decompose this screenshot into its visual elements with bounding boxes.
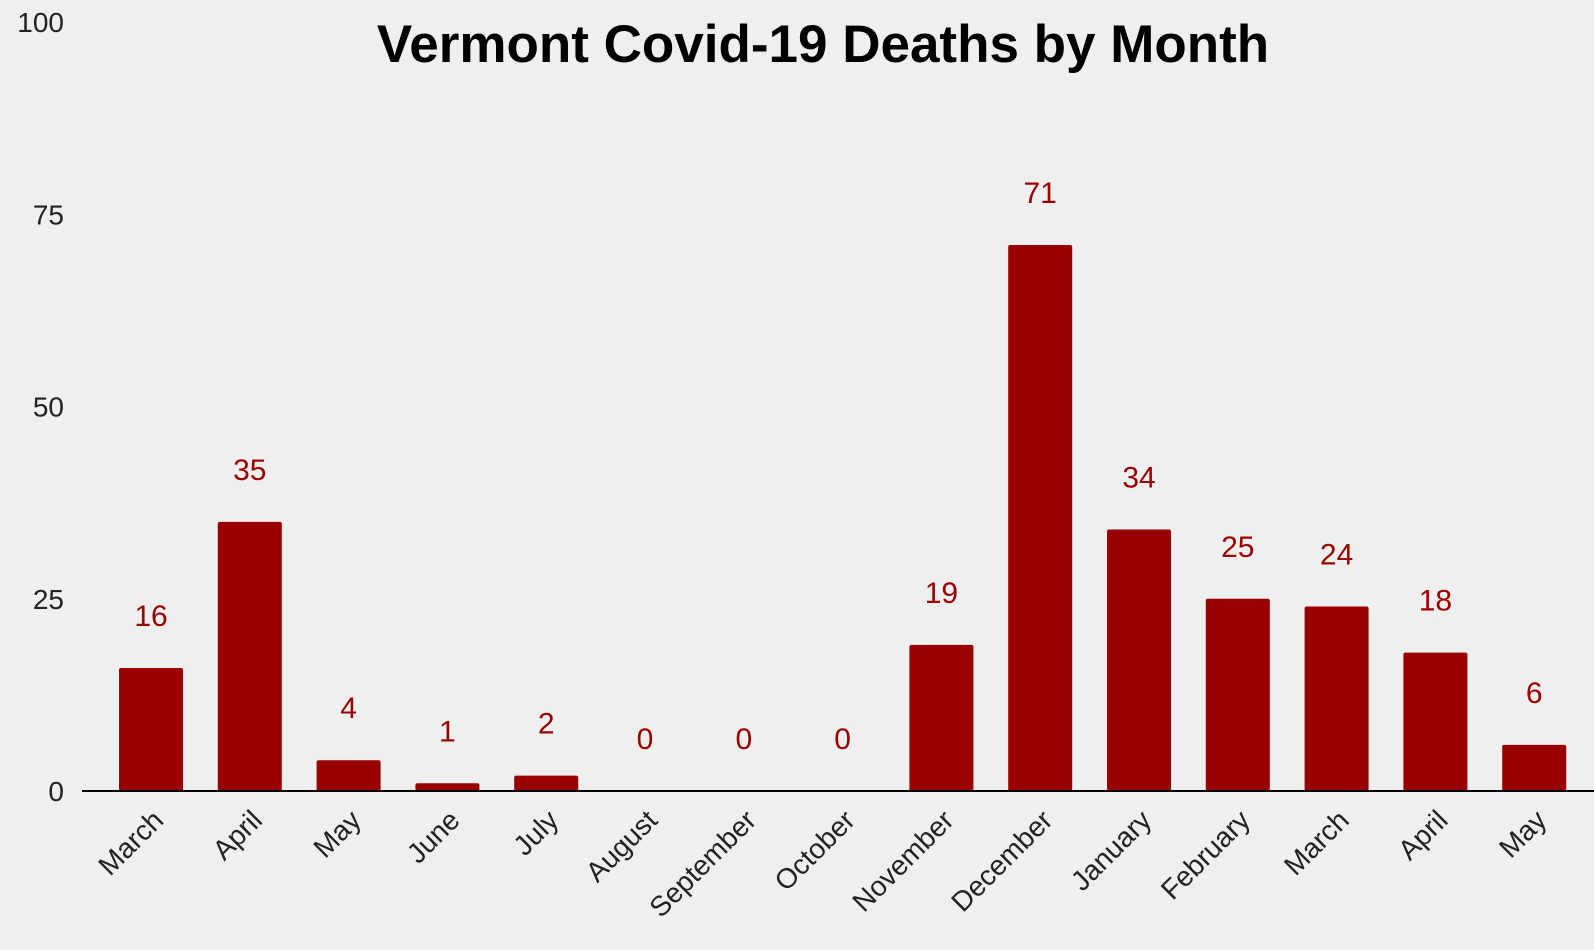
y-tick-label: 50 [33,392,64,423]
data-label: 16 [134,600,167,633]
y-tick-label: 25 [33,584,64,615]
data-label: 24 [1320,538,1353,571]
bar [909,644,974,791]
data-label: 1 [439,715,456,748]
y-axis-ticks: 0 25 50 75 100 [17,7,64,807]
bar [1403,652,1468,791]
data-label: 35 [233,454,266,487]
data-label: 0 [637,723,654,756]
bar [1205,598,1270,791]
y-tick-label: 100 [17,7,64,38]
y-tick-label: 75 [33,199,64,230]
data-labels-group: 16 35 4 1 2 0 0 0 19 71 34 25 24 18 6 [134,177,1542,756]
bar [1008,245,1073,791]
bar [1107,529,1171,791]
data-label: 19 [925,577,958,610]
bar [217,521,282,791]
x-tick-label: February [1155,804,1256,905]
x-tick-label: June [401,804,466,869]
data-label: 6 [1526,677,1543,710]
x-tick-label: March [1278,804,1355,881]
x-tick-label: August [580,804,664,888]
x-tick-label: September [643,804,762,923]
data-label: 0 [735,723,752,756]
x-tick-label: April [1392,804,1454,866]
data-label: 0 [834,723,851,756]
bar [316,760,381,791]
x-tick-label: October [768,804,860,896]
x-tick-label: December [945,804,1058,917]
bar [1502,744,1567,791]
bar [1304,606,1369,791]
y-tick-label: 0 [48,776,64,807]
x-tick-label: May [1493,804,1552,863]
x-tick-label: May [308,804,367,863]
data-label: 18 [1419,585,1452,618]
data-label: 71 [1024,177,1057,210]
x-tick-label: April [207,804,269,866]
data-label: 25 [1221,531,1254,564]
bar [514,775,579,791]
data-label: 4 [340,692,357,725]
x-tick-label: July [507,804,564,861]
x-tick-label: November [846,804,959,917]
bar [119,667,183,791]
data-label: 2 [538,708,555,741]
bar [415,783,480,791]
chart-title: Vermont Covid-19 Deaths by Month [377,15,1269,74]
data-label: 34 [1122,462,1155,495]
x-tick-label: January [1065,804,1157,896]
x-tick-label: March [92,804,169,881]
bars-group [119,245,1567,791]
